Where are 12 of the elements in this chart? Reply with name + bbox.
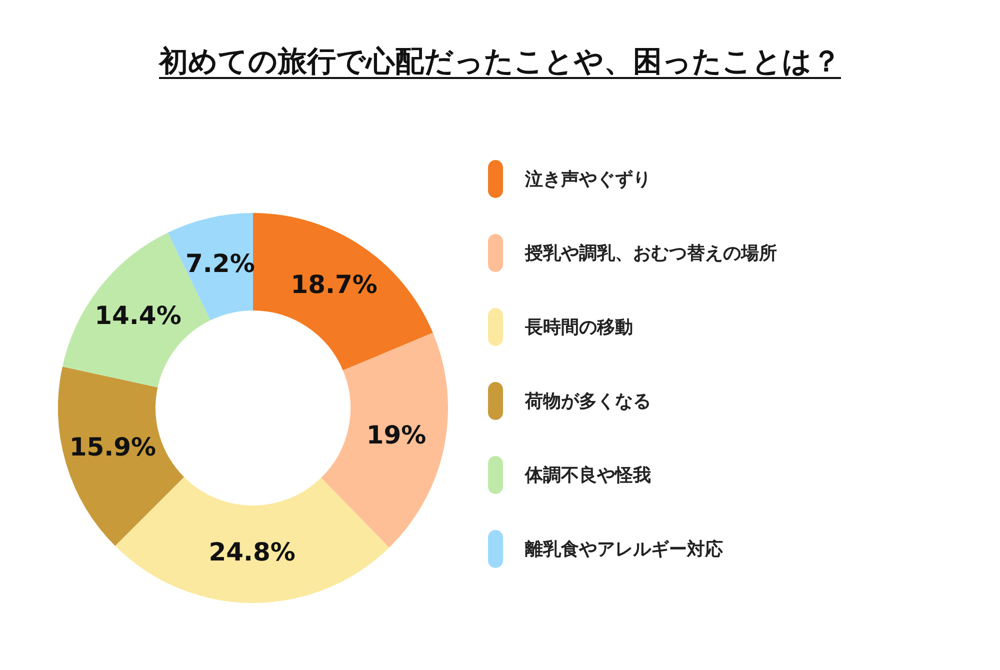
legend-label: 荷物が多くなる: [525, 390, 651, 413]
data-label: 24.8%: [208, 538, 296, 567]
data-label: 19%: [366, 420, 426, 450]
data-label: 14.4%: [94, 301, 182, 330]
legend-label: 長時間の移動: [525, 316, 633, 339]
legend-label: 泣き声やぐずり: [525, 168, 651, 191]
data-label: 18.7%: [290, 270, 378, 299]
data-label: 15.9%: [69, 432, 156, 462]
legend-label: 体調不良や怪我: [525, 464, 651, 487]
chart-title: 初めての旅行で心配だったことや、困ったことは？: [159, 44, 841, 78]
legend-label: 授乳や調乳、おむつ替えの場所: [525, 242, 777, 265]
legend-label: 離乳食やアレルギー対応: [525, 538, 723, 561]
